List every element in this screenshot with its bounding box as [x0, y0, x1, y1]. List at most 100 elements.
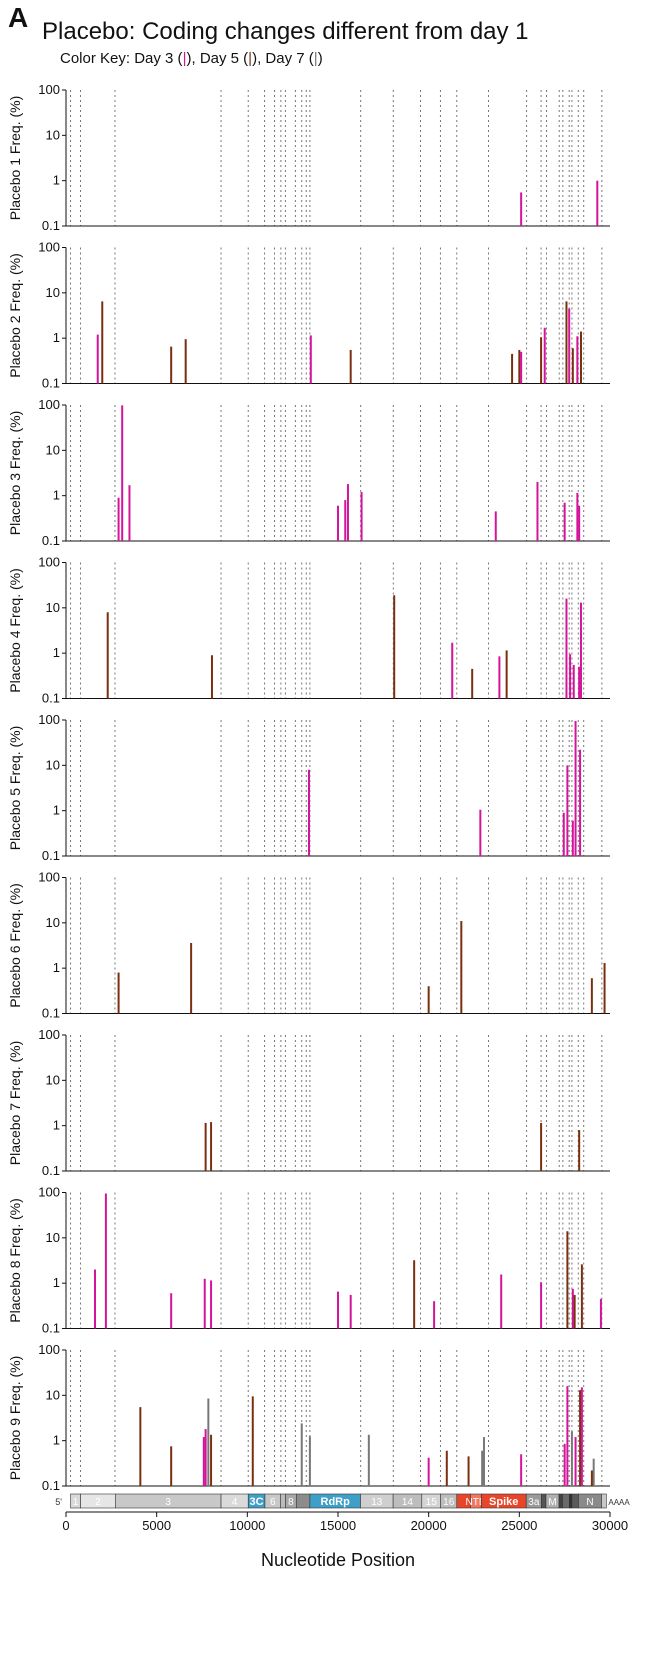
- y-tick-label: 100: [38, 870, 60, 885]
- color-key-day3-suffix: ),: [186, 50, 200, 67]
- y-tick-label: 0.1: [42, 691, 60, 706]
- genome-segment-label: 1: [73, 1497, 79, 1508]
- x-tick-label: 5000: [142, 1518, 171, 1533]
- color-key-prefix: Color Key:: [60, 50, 135, 67]
- y-axis-label: Placebo 8 Freq. (%): [7, 1198, 23, 1323]
- color-key-day3-mark: |: [182, 50, 187, 67]
- genome-segment-label: 6: [270, 1497, 276, 1508]
- genome-segment-label: N: [586, 1497, 593, 1508]
- genome-segment-label: Spike: [489, 1496, 518, 1508]
- panel-3: 0.1 1 10 100 Placebo 3 Freq. (%): [7, 397, 610, 548]
- x-tick-label: 30000: [592, 1518, 628, 1533]
- genome-segment: [541, 1493, 547, 1509]
- y-tick-label: 10: [46, 757, 60, 772]
- y-tick-label: 0.1: [42, 1006, 60, 1021]
- y-tick-label: 10: [46, 915, 60, 930]
- y-tick-label: 0.1: [42, 1163, 60, 1178]
- genome-segment-label: 8: [288, 1497, 294, 1508]
- genome-segment-label: 3C: [250, 1496, 264, 1508]
- y-tick-label: 100: [38, 1342, 60, 1357]
- y-tick-label: 100: [38, 712, 60, 727]
- genome-segment: [569, 1493, 573, 1509]
- y-tick-label: 100: [38, 555, 60, 570]
- genome-segment-label: 3a: [528, 1497, 540, 1508]
- y-tick-label: 0.1: [42, 218, 60, 233]
- x-tick-label: 20000: [411, 1518, 447, 1533]
- y-axis-label: Placebo 6 Freq. (%): [7, 883, 23, 1008]
- genome-segment-label: 16: [443, 1497, 455, 1508]
- y-tick-label: 0.1: [42, 848, 60, 863]
- y-tick-label: 100: [38, 397, 60, 412]
- y-tick-label: 10: [46, 127, 60, 142]
- color-key-day7-mark: |: [313, 50, 318, 67]
- y-tick-label: 1: [53, 960, 60, 975]
- y-tick-label: 10: [46, 1072, 60, 1087]
- genome-segment-label: 4: [232, 1497, 238, 1508]
- genome-segment: [280, 1493, 286, 1509]
- y-tick-label: 10: [46, 600, 60, 615]
- panel-5: 0.1 1 10 100 Placebo 5 Freq. (%): [7, 712, 610, 863]
- y-tick-label: 1: [53, 803, 60, 818]
- y-axis-label: Placebo 5 Freq. (%): [7, 726, 23, 851]
- genome-segment: [562, 1493, 570, 1509]
- three-prime-label: AAAA: [608, 1498, 630, 1507]
- genome-map: 5' 1 2 3 4 3C 6 8 RdRp 13 14 15 16 NTD Spike 3a M N AAAA: [55, 1493, 630, 1509]
- y-tick-label: 100: [38, 82, 60, 97]
- y-tick-label: 1: [53, 488, 60, 503]
- genome-segment-label: 13: [371, 1497, 383, 1508]
- genome-segment: [558, 1493, 563, 1509]
- color-key-day7-label: Day 7 (: [265, 50, 314, 67]
- y-tick-label: 10: [46, 1387, 60, 1402]
- x-tick-label: 25000: [501, 1518, 537, 1533]
- color-key-day3-label: Day 3 (: [134, 50, 183, 67]
- panel-letter: A: [8, 2, 29, 33]
- y-axis-label: Placebo 2 Freq. (%): [7, 253, 23, 378]
- y-tick-label: 100: [38, 1027, 60, 1042]
- x-axis: 0 5000 10000 15000 20000 25000 30000 Nucleotide…: [62, 1511, 628, 1570]
- y-tick-label: 0.1: [42, 533, 60, 548]
- x-tick-label: 15000: [320, 1518, 356, 1533]
- color-key-day5-suffix: ),: [252, 50, 266, 67]
- figure-title: Placebo: Coding changes different from d…: [42, 18, 529, 45]
- y-tick-label: 1: [53, 1118, 60, 1133]
- genome-segment-label: NTD: [466, 1497, 487, 1508]
- x-tick-label: 0: [62, 1518, 69, 1533]
- panel-8: 0.1 1 10 100 Placebo 8 Freq. (%): [7, 1185, 610, 1336]
- panel-1: 0.1 1 10 100 Placebo 1 Freq. (%): [7, 82, 610, 233]
- genome-segment: [571, 1493, 579, 1509]
- y-tick-label: 100: [38, 240, 60, 255]
- y-tick-label: 1: [53, 330, 60, 345]
- y-axis-label: Placebo 1 Freq. (%): [7, 96, 23, 221]
- y-tick-label: 1: [53, 1275, 60, 1290]
- genome-segment: [295, 1493, 311, 1509]
- y-tick-label: 1: [53, 1433, 60, 1448]
- genome-segment-label: RdRp: [321, 1496, 351, 1508]
- panel-9: 0.1 1 10 100 Placebo 9 Freq. (%): [7, 1342, 610, 1493]
- five-prime-label: 5': [55, 1497, 62, 1507]
- y-tick-label: 0.1: [42, 1321, 60, 1336]
- y-tick-label: 0.1: [42, 376, 60, 391]
- y-axis-label: Placebo 9 Freq. (%): [7, 1356, 23, 1481]
- y-axis-label: Placebo 7 Freq. (%): [7, 1041, 23, 1166]
- genome-segment-label: M: [548, 1497, 556, 1508]
- genome-segment-label: 14: [402, 1497, 414, 1508]
- y-tick-label: 10: [46, 285, 60, 300]
- color-key-day7-suffix: ): [317, 50, 323, 67]
- color-key-day5-mark: |: [248, 50, 253, 67]
- y-tick-label: 10: [46, 1230, 60, 1245]
- y-tick-label: 1: [53, 645, 60, 660]
- panel-4: 0.1 1 10 100 Placebo 4 Freq. (%): [7, 555, 610, 706]
- genome-segment-label: 3: [165, 1497, 171, 1508]
- panel-2: 0.1 1 10 100 Placebo 2 Freq. (%): [7, 240, 610, 391]
- genome-segment: [601, 1493, 607, 1509]
- genome-segment-label: 2: [95, 1497, 101, 1508]
- panel-6: 0.1 1 10 100 Placebo 6 Freq. (%): [7, 870, 610, 1021]
- y-axis-label: Placebo 3 Freq. (%): [7, 411, 23, 536]
- y-tick-label: 1: [53, 173, 60, 188]
- color-key: Color Key: Day 3 (|), Day 5 (|), Day 7 (…: [60, 50, 323, 67]
- y-tick-label: 0.1: [42, 1478, 60, 1493]
- x-axis-label: Nucleotide Position: [261, 1550, 415, 1570]
- y-tick-label: 100: [38, 1185, 60, 1200]
- y-axis-label: Placebo 4 Freq. (%): [7, 568, 23, 693]
